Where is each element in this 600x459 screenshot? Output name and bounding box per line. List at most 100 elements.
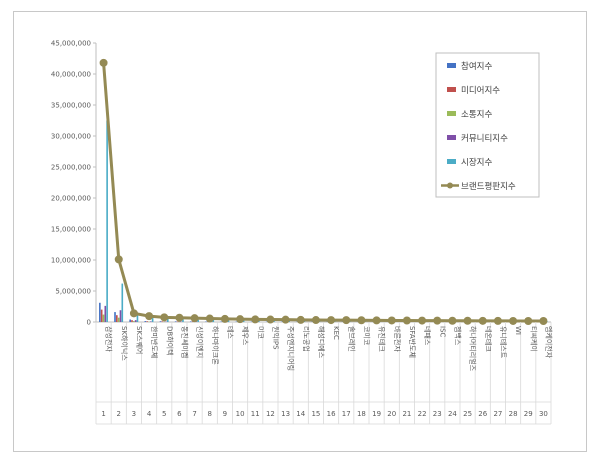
brand-index-line: [99, 58, 548, 326]
bar: [100, 309, 103, 322]
line-point: [463, 316, 472, 325]
x-tick-label: 신성이엔지: [196, 326, 205, 358]
x-rank-number: 26: [478, 410, 487, 418]
legend-label: 커뮤니티지수: [461, 133, 508, 144]
x-rank-number: 14: [296, 410, 305, 418]
legend-swatch: [447, 63, 456, 68]
x-rank-number: 28: [509, 410, 518, 418]
x-tick-label: 리노공업: [302, 326, 311, 352]
x-rank-number: 17: [342, 410, 351, 418]
x-tick-label: 바른전자: [393, 326, 402, 352]
bar: [166, 318, 169, 322]
y-tick-label: 25,000,000: [51, 164, 91, 172]
bar: [149, 321, 152, 322]
x-rank-number: 30: [539, 410, 548, 418]
bar: [144, 321, 147, 322]
legend-swatch: [447, 87, 456, 92]
x-tick-label: 동진쎄미켐: [180, 326, 189, 358]
line-point: [357, 316, 366, 325]
x-rank-number: 1: [101, 410, 105, 418]
line-point: [448, 316, 457, 325]
x-tick-label: WI: [514, 326, 522, 335]
line-point: [327, 316, 336, 325]
x-rank-number: 2: [117, 410, 121, 418]
bar: [197, 319, 199, 322]
x-tick-label: 원익IPS: [271, 326, 280, 350]
line-point: [311, 316, 320, 325]
bar: [182, 319, 184, 322]
x-rank-number: 11: [251, 410, 260, 418]
x-rank-number: 18: [357, 410, 366, 418]
legend-swatch: [447, 135, 456, 140]
x-tick-label: 유니테스트: [499, 326, 508, 359]
chart: 0 5,000,000 10,000,000 15,000,000 20,000,000…: [51, 40, 553, 425]
x-tick-label: 유진테크: [378, 326, 387, 352]
bar: [161, 321, 164, 322]
bar: [102, 314, 105, 322]
bar: [146, 321, 148, 322]
x-tick-label: SK하이닉스: [120, 326, 129, 361]
bar: [212, 319, 215, 322]
x-tick-label: 테스: [226, 326, 234, 339]
bar: [151, 317, 154, 322]
bar: [119, 310, 122, 322]
line-point: [129, 309, 138, 318]
x-tick-label: 티씨케이: [529, 326, 538, 352]
x-tick-label: 코미코: [362, 326, 371, 346]
x-rank-number: 29: [524, 410, 533, 418]
line-point: [402, 316, 411, 325]
x-rank-number: 12: [266, 410, 275, 418]
line-point: [387, 316, 396, 325]
legend-swatch: [447, 111, 456, 116]
x-tick-label: 주성엔지니어링: [287, 326, 296, 371]
line-point: [236, 315, 245, 324]
x-tick-label: 삼성전자: [105, 326, 114, 352]
x-tick-label: 해성디에스: [317, 326, 326, 359]
bar: [121, 283, 124, 322]
bar: [174, 321, 177, 322]
x-tick-label: 한미반도체: [150, 326, 159, 358]
line-point: [145, 312, 154, 321]
line-point: [251, 315, 260, 324]
x-tick-label: 젬백스: [453, 326, 462, 346]
x-rank-number: 21: [402, 410, 411, 418]
x-tick-label: 하나머티리얼즈: [469, 326, 478, 372]
bar: [106, 120, 108, 322]
legend-label: 참여지수: [461, 61, 492, 72]
x-rank-number: 7: [192, 410, 196, 418]
x-rank-number: 15: [311, 410, 320, 418]
line-point: [539, 317, 548, 326]
line-point: [509, 316, 518, 325]
line-point: [433, 316, 442, 325]
y-tick-label: 35,000,000: [51, 102, 91, 110]
y-tick-label: 15,000,000: [51, 226, 91, 234]
legend-label: 소통지수: [461, 110, 492, 120]
x-rank-number: 5: [162, 410, 166, 418]
bar: [114, 312, 116, 322]
line-point: [281, 315, 290, 324]
x-tick-label: SFA반도체: [408, 326, 417, 358]
x-rank-number: 19: [372, 410, 381, 418]
line-point: [524, 317, 533, 326]
y-axis-ticks: 0 5,000,000 10,000,000 15,000,000 20,000,000…: [51, 40, 96, 327]
legend-line-marker: [447, 182, 453, 189]
chart-frame: 0 5,000,000 10,000,000 15,000,000 20,000,000…: [13, 11, 587, 452]
bar: [190, 321, 192, 322]
y-tick-label: 45,000,000: [51, 40, 91, 48]
legend-swatch: [447, 159, 456, 164]
x-rank-number: 25: [463, 410, 472, 418]
x-rank-number: 23: [433, 410, 442, 418]
bar: [227, 320, 230, 322]
line-point: [205, 314, 214, 323]
x-rank-number: 4: [147, 410, 152, 418]
legend-box: [435, 52, 540, 198]
x-rank-number: 6: [177, 410, 182, 418]
line-point: [266, 315, 275, 324]
x-axis-labels: 삼성전자 1 SK하이닉스 2 SK스퀘어 3 한미반도체 4 DB하이텍 5 동진쎄미켐 6 신성이엔…: [95, 322, 553, 425]
bar: [117, 317, 120, 322]
x-rank-number: 20: [387, 410, 396, 418]
x-tick-label: 네온테크: [484, 326, 493, 352]
bar: [104, 305, 107, 322]
line-point: [478, 316, 487, 325]
